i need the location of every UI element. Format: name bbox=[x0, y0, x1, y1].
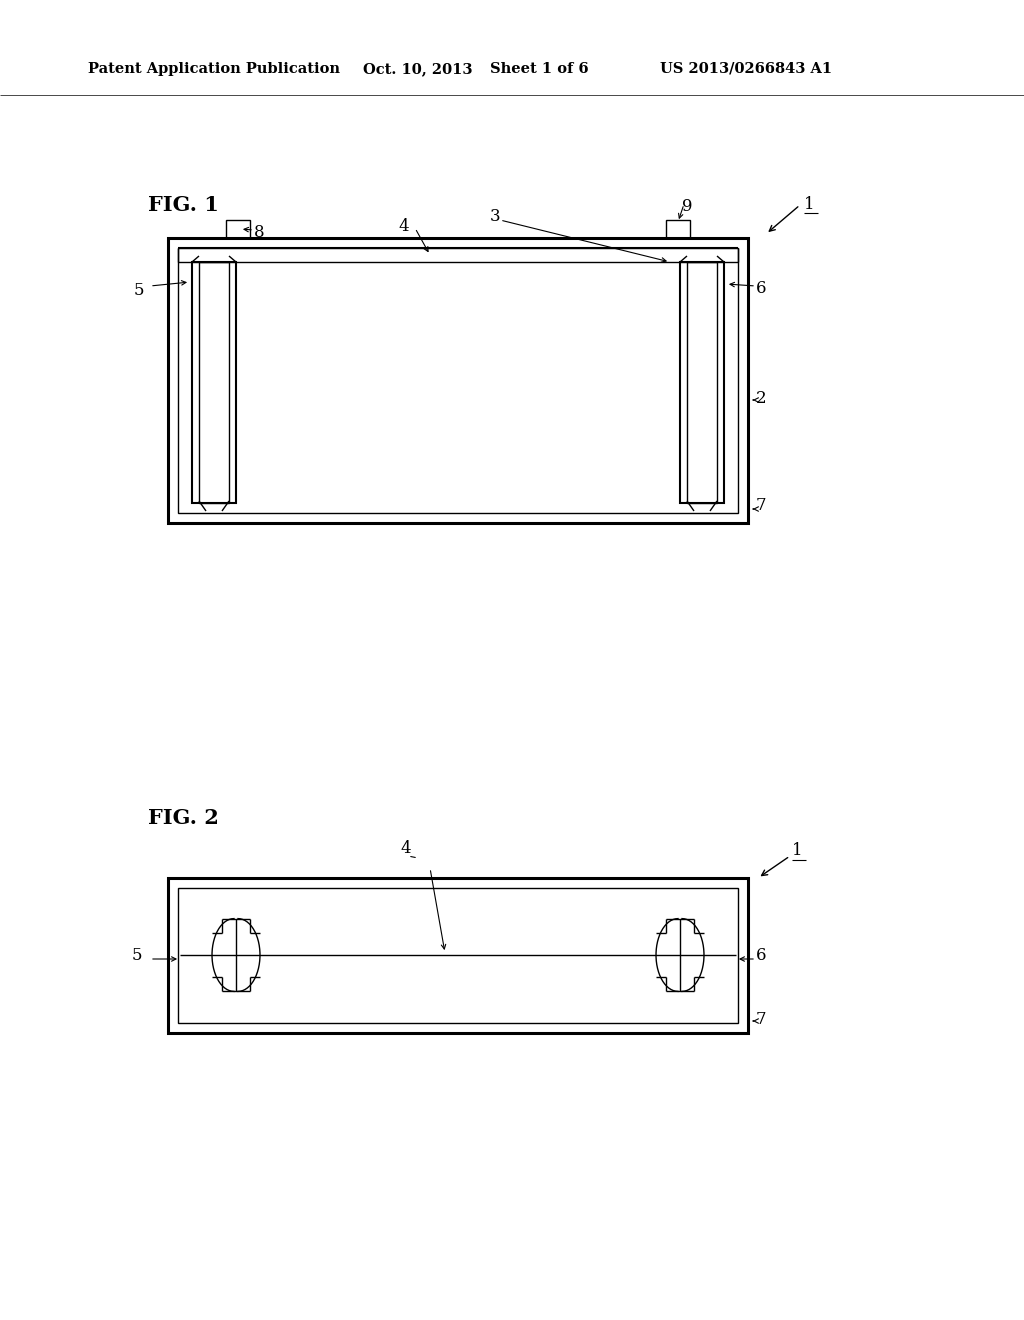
Bar bbox=[687, 261, 717, 503]
Text: 5: 5 bbox=[134, 282, 144, 300]
Bar bbox=[666, 220, 690, 238]
Text: FIG. 2: FIG. 2 bbox=[148, 808, 219, 828]
Text: 7: 7 bbox=[756, 1011, 767, 1028]
Text: 1: 1 bbox=[804, 195, 815, 213]
Bar bbox=[199, 261, 229, 503]
Text: FIG. 1: FIG. 1 bbox=[148, 195, 219, 215]
Bar bbox=[178, 888, 738, 1023]
Text: US 2013/0266843 A1: US 2013/0266843 A1 bbox=[660, 62, 833, 77]
Bar bbox=[680, 261, 724, 503]
Bar bbox=[168, 878, 748, 1034]
Text: Sheet 1 of 6: Sheet 1 of 6 bbox=[490, 62, 589, 77]
Bar bbox=[193, 261, 236, 503]
Text: 4: 4 bbox=[398, 218, 409, 235]
Bar bbox=[168, 238, 748, 523]
Text: Patent Application Publication: Patent Application Publication bbox=[88, 62, 340, 77]
Text: 7: 7 bbox=[756, 498, 767, 513]
Text: 9: 9 bbox=[682, 198, 692, 215]
Text: 3: 3 bbox=[490, 209, 501, 224]
Text: 1: 1 bbox=[792, 842, 803, 859]
Text: Oct. 10, 2013: Oct. 10, 2013 bbox=[362, 62, 472, 77]
Text: 4: 4 bbox=[400, 840, 411, 857]
Text: 6: 6 bbox=[756, 946, 767, 964]
Text: 6: 6 bbox=[756, 280, 767, 297]
Bar bbox=[178, 248, 738, 513]
Text: 8: 8 bbox=[254, 224, 264, 242]
Text: 2: 2 bbox=[756, 389, 767, 407]
Text: 5: 5 bbox=[132, 946, 142, 964]
Bar bbox=[226, 220, 250, 238]
